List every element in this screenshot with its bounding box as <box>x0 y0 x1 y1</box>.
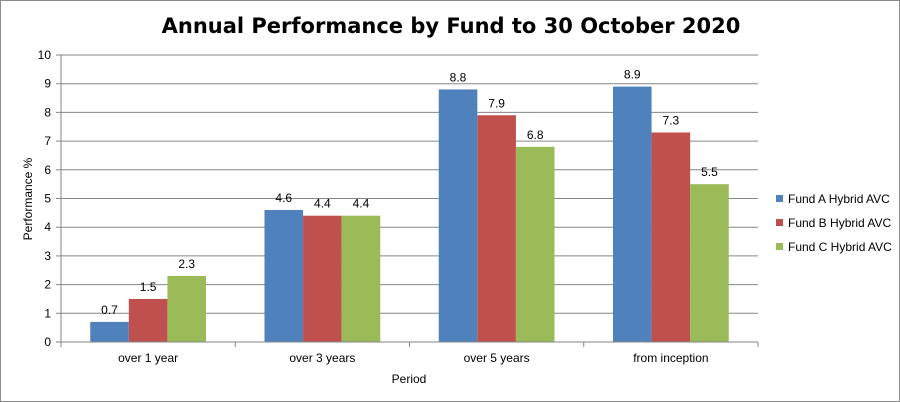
y-tick-label: 9 <box>44 77 51 91</box>
y-tick-label: 0 <box>44 335 51 349</box>
bar-value-label: 4.6 <box>275 191 292 205</box>
y-tick-label: 10 <box>38 48 52 62</box>
legend-swatch <box>776 219 783 226</box>
x-tick-label: over 5 years <box>464 351 530 365</box>
legend-label: Fund C Hybrid AVC <box>788 240 892 254</box>
x-tick-label: over 1 year <box>118 351 178 365</box>
y-axis-title: Performance % <box>21 157 35 240</box>
y-tick-label: 5 <box>44 192 51 206</box>
bar <box>690 184 729 342</box>
bar <box>264 209 304 342</box>
bar-value-label: 6.8 <box>527 128 544 142</box>
legend-label: Fund A Hybrid AVC <box>788 192 890 206</box>
bar-value-label: 7.9 <box>488 96 505 110</box>
bar <box>128 298 168 342</box>
data-labels: 0.7 1.5 2.3 4.6 4.4 4.4 8.8 7.9 6.8 8.9 7.3 5.5 <box>101 68 718 317</box>
legend-swatch <box>776 243 783 250</box>
bar-value-label: 1.5 <box>140 280 157 294</box>
bar <box>90 321 129 342</box>
bar-value-label: 5.5 <box>701 165 718 179</box>
bar <box>341 215 381 342</box>
x-axis: over 1 year over 3 years over 5 years from … <box>60 341 759 365</box>
y-tick-label: 3 <box>44 249 51 263</box>
x-tick-label: over 3 years <box>289 351 355 365</box>
bar-value-label: 7.3 <box>663 113 680 127</box>
bar <box>438 89 478 342</box>
x-tick-label: from inception <box>633 351 708 365</box>
y-axis: 0 1 2 3 4 5 6 7 8 9 10 <box>38 48 62 349</box>
bar <box>477 115 516 343</box>
y-tick-label: 1 <box>44 306 51 320</box>
bar <box>651 132 691 342</box>
y-tick-label: 8 <box>44 105 51 119</box>
y-tick-label: 7 <box>44 134 51 148</box>
legend: Fund A Hybrid AVC Fund B Hybrid AVC Fund C… <box>776 192 892 254</box>
bar <box>515 146 555 342</box>
bar <box>167 275 207 342</box>
bar-value-label: 8.9 <box>624 68 641 82</box>
bar-value-label: 4.4 <box>314 197 331 211</box>
bar-value-label: 2.3 <box>178 257 195 271</box>
bar <box>612 86 652 342</box>
bar-value-label: 4.4 <box>353 197 370 211</box>
bar <box>303 215 342 342</box>
legend-label: Fund B Hybrid AVC <box>788 216 891 230</box>
bar-value-label: 0.7 <box>101 303 118 317</box>
y-tick-label: 4 <box>44 220 51 234</box>
bar-value-label: 8.8 <box>450 70 467 84</box>
y-tick-label: 2 <box>44 278 51 292</box>
x-axis-title: Period <box>392 372 427 386</box>
bars <box>90 86 729 343</box>
legend-swatch <box>776 195 783 202</box>
y-tick-label: 6 <box>44 163 51 177</box>
chart-title: Annual Performance by Fund to 30 October… <box>162 14 741 38</box>
